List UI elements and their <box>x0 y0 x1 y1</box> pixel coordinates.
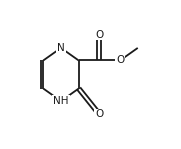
Text: O: O <box>95 30 104 40</box>
Text: NH: NH <box>53 96 69 106</box>
Text: O: O <box>116 55 124 65</box>
Text: N: N <box>57 43 65 53</box>
Text: O: O <box>95 109 104 119</box>
